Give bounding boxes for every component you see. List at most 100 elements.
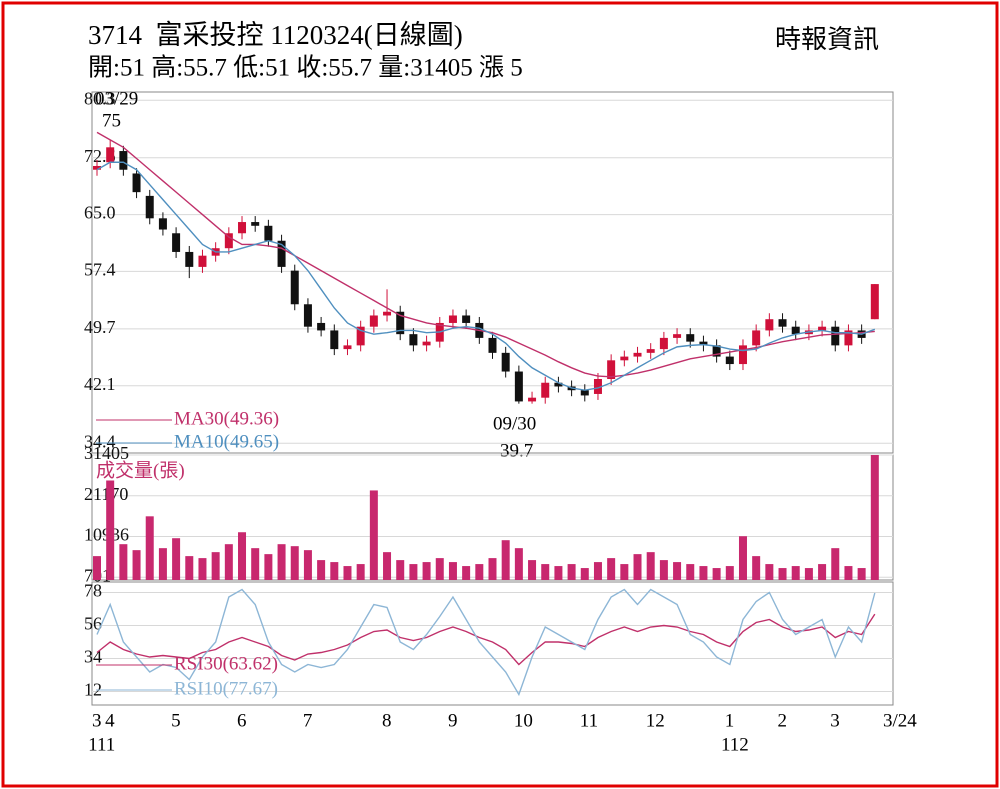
bar bbox=[712, 568, 721, 580]
candle-body bbox=[172, 233, 181, 252]
bar bbox=[804, 568, 813, 580]
candle-body bbox=[580, 390, 589, 396]
bar bbox=[738, 536, 747, 580]
x-tick-label: 3/24 bbox=[883, 710, 917, 731]
bar bbox=[356, 564, 365, 580]
legend-label: MA10(49.65) bbox=[174, 431, 279, 452]
x-tick-label: 6 bbox=[237, 710, 247, 731]
bar bbox=[699, 566, 708, 580]
bar bbox=[422, 562, 431, 580]
source: 時報資訊 bbox=[775, 25, 879, 54]
candle-body bbox=[541, 382, 550, 398]
candle-body bbox=[251, 222, 260, 226]
bar bbox=[264, 554, 273, 580]
y-tick-label: 34 bbox=[84, 647, 102, 667]
panel-title: 成交量(張) bbox=[96, 459, 185, 481]
candle-body bbox=[238, 222, 247, 234]
bar bbox=[462, 566, 471, 580]
line bbox=[96, 613, 876, 666]
candle-body bbox=[633, 352, 642, 357]
bar bbox=[303, 550, 312, 580]
bar bbox=[158, 548, 167, 580]
candle-body bbox=[514, 371, 523, 402]
bar bbox=[330, 562, 339, 580]
y-tick-label: 49.7 bbox=[84, 317, 116, 337]
bar bbox=[119, 544, 128, 580]
candle-body bbox=[448, 315, 457, 323]
candle-body bbox=[158, 218, 167, 230]
bar bbox=[448, 562, 457, 580]
bar bbox=[646, 552, 655, 580]
line bbox=[96, 588, 876, 697]
x-tick-label: 7 bbox=[303, 710, 313, 731]
candle-body bbox=[462, 315, 471, 323]
candle-body bbox=[699, 341, 708, 346]
candle-body bbox=[488, 337, 497, 353]
bar bbox=[343, 566, 352, 580]
bar bbox=[818, 564, 827, 580]
candle-body bbox=[844, 330, 853, 346]
x-tick-label: 11 bbox=[580, 710, 598, 731]
x-tick-label: 8 bbox=[382, 710, 392, 731]
candle-body bbox=[501, 352, 510, 372]
bar bbox=[844, 566, 853, 580]
y-tick-label: 34.4 bbox=[84, 431, 116, 451]
candle-body bbox=[528, 397, 537, 402]
bar bbox=[198, 558, 207, 580]
chart-title: 3714 富采投控 1120324(日線圖) bbox=[88, 20, 463, 50]
candle-body bbox=[659, 337, 668, 350]
candle-body bbox=[593, 379, 602, 394]
candle-body bbox=[646, 349, 655, 353]
annotation-date: 03/29 bbox=[95, 88, 138, 109]
candle-body bbox=[330, 330, 339, 350]
candle-body bbox=[752, 330, 761, 346]
plot-frame bbox=[91, 91, 894, 454]
candle-body bbox=[106, 147, 115, 163]
bar bbox=[277, 544, 286, 580]
summary: 開:51 高:55.7 低:51 收:55.7 量:31405 漲 5 bbox=[88, 54, 523, 82]
y-tick-label: 56 bbox=[84, 614, 102, 634]
bar bbox=[541, 564, 550, 580]
candle-body bbox=[870, 284, 879, 320]
bar bbox=[567, 564, 576, 580]
x-tick-label: 4 bbox=[105, 710, 115, 731]
x-tick-label: 3 bbox=[92, 710, 102, 731]
candle-body bbox=[343, 345, 352, 350]
bar bbox=[725, 566, 734, 580]
candle-body bbox=[290, 270, 299, 305]
candle-body bbox=[620, 356, 629, 361]
candle-body bbox=[277, 240, 286, 267]
candle-body bbox=[119, 151, 128, 170]
bar bbox=[185, 556, 194, 580]
candle-body bbox=[765, 319, 774, 331]
candle-body bbox=[185, 251, 194, 267]
plot-frame bbox=[91, 581, 894, 706]
candle-body bbox=[818, 326, 827, 331]
y-tick-label: 42.1 bbox=[84, 374, 116, 394]
candle-body bbox=[303, 304, 312, 327]
bar bbox=[211, 552, 220, 580]
bar bbox=[870, 455, 879, 580]
candle-body bbox=[396, 311, 405, 335]
x-tick-label: 3 bbox=[830, 710, 840, 731]
x-tick-label: 1 bbox=[725, 710, 735, 731]
bar bbox=[752, 556, 761, 580]
line bbox=[96, 161, 876, 391]
candle-body bbox=[356, 326, 365, 346]
y-tick-label: 12 bbox=[84, 680, 102, 700]
y-tick-label: 31405 bbox=[84, 443, 129, 463]
candle-body bbox=[686, 334, 695, 342]
bar bbox=[475, 564, 484, 580]
bar bbox=[554, 566, 563, 580]
bar bbox=[607, 558, 616, 580]
y-tick-label: 80.3 bbox=[84, 88, 116, 108]
legend-label: RSI30(63.62) bbox=[174, 653, 278, 674]
bar bbox=[659, 560, 668, 580]
legend-label: RSI10(77.67) bbox=[174, 678, 278, 699]
legend-label: MA30(49.36) bbox=[174, 408, 279, 429]
bar bbox=[580, 568, 589, 580]
bar bbox=[686, 564, 695, 580]
annotation-value: 75 bbox=[102, 110, 121, 131]
y-tick-label: 78 bbox=[84, 581, 102, 601]
